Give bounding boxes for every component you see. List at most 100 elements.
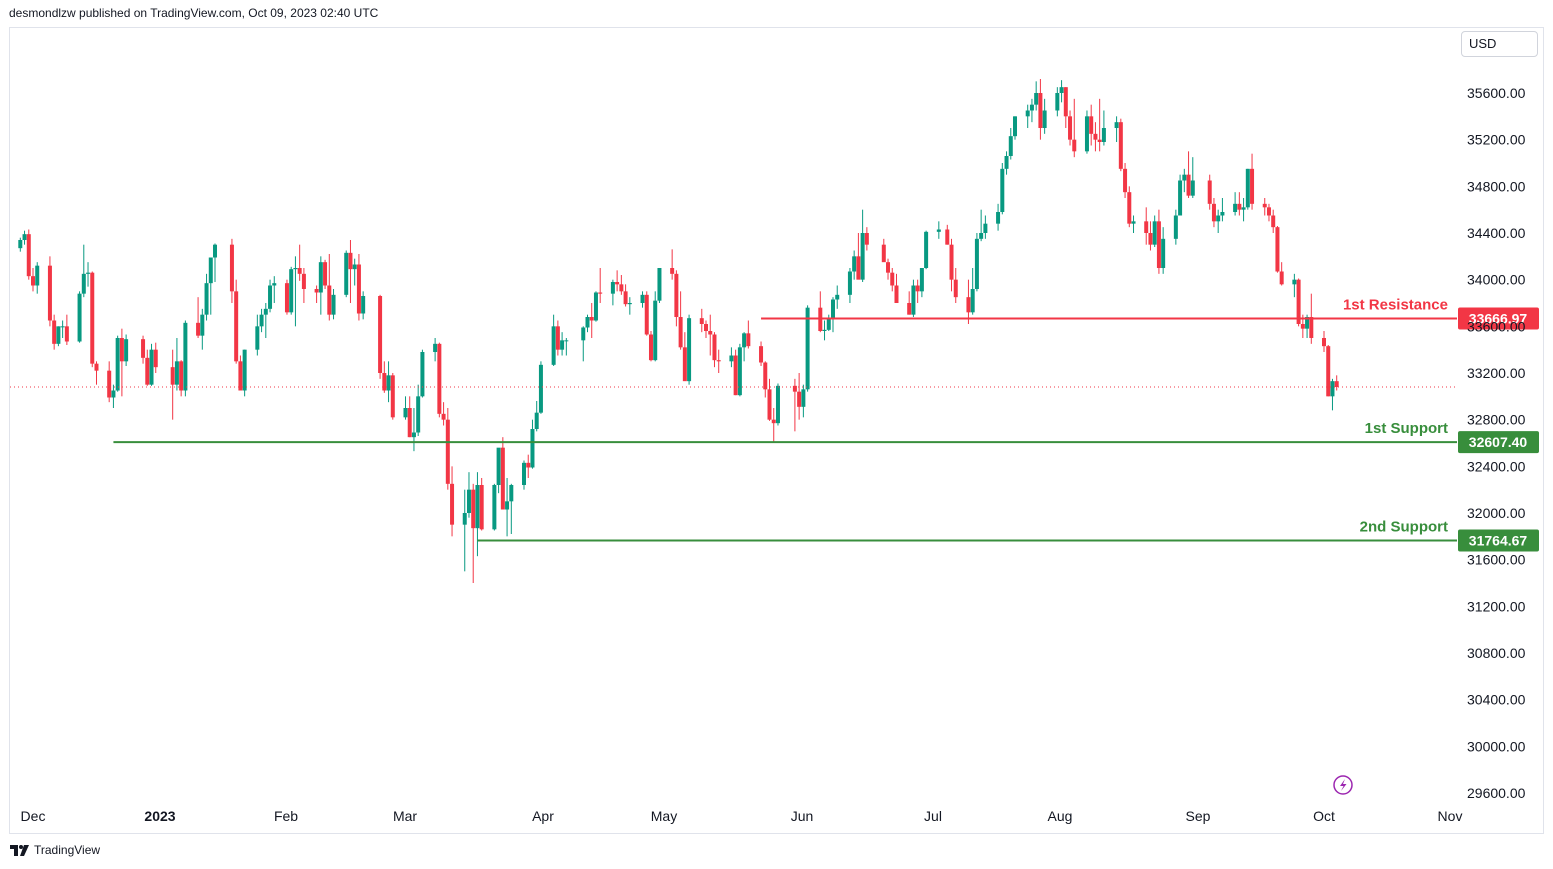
candle-body bbox=[1245, 168, 1250, 208]
candle-body bbox=[551, 326, 556, 365]
level-price-label: 33666.97 bbox=[1469, 311, 1528, 327]
candle bbox=[153, 342, 158, 373]
candle-body bbox=[526, 462, 531, 468]
level-resistance-1[interactable]: 1st Resistance 33666.97 bbox=[761, 297, 1539, 330]
candle-body bbox=[974, 238, 979, 289]
candle bbox=[229, 238, 234, 303]
candle bbox=[699, 308, 704, 333]
candle bbox=[1326, 345, 1331, 397]
candle bbox=[890, 268, 895, 292]
level-support-2[interactable]: 1st Support 32607.40 bbox=[113, 420, 1539, 454]
candle bbox=[31, 268, 35, 292]
candle-body bbox=[450, 483, 455, 525]
candle-body bbox=[1262, 203, 1267, 208]
candle-body bbox=[31, 276, 35, 286]
x-tick-label: Oct bbox=[1313, 808, 1335, 824]
candle bbox=[585, 314, 590, 333]
candle bbox=[996, 203, 1001, 231]
x-tick-label: Feb bbox=[274, 808, 298, 824]
candle bbox=[141, 335, 146, 364]
candle bbox=[348, 240, 353, 303]
candle-body bbox=[1131, 221, 1136, 224]
candle bbox=[826, 314, 831, 331]
candle-body bbox=[1042, 110, 1047, 128]
candle-body bbox=[411, 432, 416, 438]
level-support-3[interactable]: 2nd Support 31764.67 bbox=[477, 518, 1539, 552]
candle bbox=[1000, 163, 1005, 215]
candle-body bbox=[200, 314, 205, 336]
candle bbox=[52, 314, 57, 350]
candle bbox=[475, 472, 480, 557]
candle-body bbox=[420, 352, 425, 397]
candle-body bbox=[560, 340, 565, 350]
candle-body bbox=[1059, 87, 1064, 93]
candle bbox=[1161, 227, 1166, 274]
candle-body bbox=[644, 294, 649, 335]
candle bbox=[729, 347, 734, 368]
candle-body bbox=[1305, 317, 1310, 329]
candle-body bbox=[509, 485, 514, 502]
candle bbox=[496, 447, 501, 494]
candle-body bbox=[77, 293, 82, 342]
candle bbox=[674, 270, 679, 327]
candle-body bbox=[1084, 116, 1089, 152]
candle bbox=[170, 349, 175, 420]
candle bbox=[466, 472, 471, 518]
candle-body bbox=[1250, 168, 1255, 204]
candle-body bbox=[653, 300, 658, 361]
candle-body bbox=[1156, 221, 1161, 268]
level-price-label: 31764.67 bbox=[1469, 532, 1528, 548]
candle-body bbox=[56, 326, 61, 344]
candles-layer bbox=[18, 79, 1339, 583]
y-tick-label: 30800.00 bbox=[1467, 645, 1526, 661]
candle bbox=[259, 308, 264, 333]
candle bbox=[1101, 110, 1106, 146]
candle bbox=[953, 268, 958, 303]
candle bbox=[390, 373, 395, 420]
candle bbox=[407, 396, 412, 438]
candle-body bbox=[801, 389, 806, 407]
currency-selector[interactable]: USD bbox=[1461, 31, 1538, 57]
candle bbox=[759, 341, 764, 366]
candle bbox=[589, 303, 594, 338]
candle bbox=[1038, 79, 1043, 140]
x-tick-label: Dec bbox=[21, 808, 46, 824]
price-axis: 35600.00 35200.00 34800.00 34400.00 34000.00… bbox=[1467, 85, 1526, 801]
candle bbox=[1144, 207, 1149, 245]
candle bbox=[538, 361, 543, 414]
candle bbox=[615, 270, 620, 292]
footer-brand[interactable]: TradingView bbox=[10, 843, 100, 857]
y-tick-label: 34400.00 bbox=[1467, 225, 1526, 241]
candle-body bbox=[348, 252, 353, 270]
candle-body bbox=[1330, 381, 1335, 397]
candle-body bbox=[1161, 238, 1166, 268]
candle-body bbox=[864, 233, 869, 245]
candle-body bbox=[687, 318, 692, 382]
candle-body bbox=[1300, 324, 1305, 329]
lightning-icon[interactable] bbox=[1333, 775, 1353, 795]
candle bbox=[881, 238, 886, 263]
candle bbox=[293, 256, 298, 327]
candle bbox=[124, 334, 129, 366]
candle bbox=[860, 209, 865, 282]
candle-body bbox=[60, 326, 65, 328]
candle bbox=[847, 268, 852, 303]
candle-body bbox=[581, 327, 586, 341]
y-tick-label: 33200.00 bbox=[1467, 365, 1526, 381]
candle bbox=[919, 268, 924, 298]
y-tick-label: 32000.00 bbox=[1467, 505, 1526, 521]
candle bbox=[1178, 174, 1183, 216]
candle-body bbox=[22, 234, 27, 240]
level-price-tag bbox=[1458, 431, 1539, 454]
candle-body bbox=[704, 324, 709, 331]
candle bbox=[301, 268, 306, 303]
candle bbox=[1034, 81, 1039, 111]
candle-body bbox=[1013, 116, 1018, 137]
candle bbox=[767, 378, 772, 421]
candle bbox=[648, 331, 653, 362]
candle bbox=[331, 289, 336, 320]
candle bbox=[856, 233, 861, 280]
candle-body bbox=[407, 408, 412, 438]
candle-body bbox=[881, 244, 886, 263]
